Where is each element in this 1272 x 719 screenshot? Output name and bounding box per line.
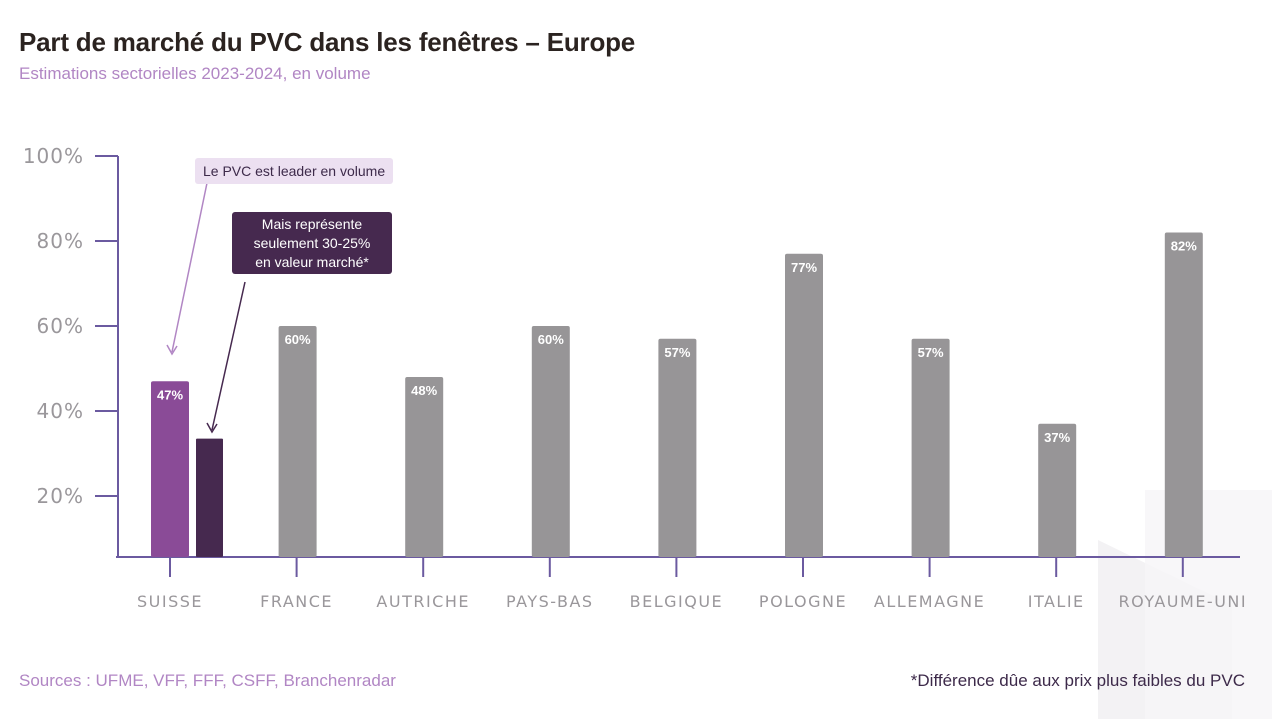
x-tick-label: ALLEMAGNE xyxy=(874,592,985,611)
bar-value-label: 82% xyxy=(1171,239,1197,254)
bar-value-label: 57% xyxy=(918,345,944,360)
x-tick-label: SUISSE xyxy=(137,592,203,611)
annotation-value-line-3: en valeur marché* xyxy=(255,254,369,270)
x-tick-label: FRANCE xyxy=(260,592,333,611)
arrow-volume xyxy=(171,182,208,353)
bar-autriche xyxy=(405,377,444,557)
x-tick-label: ITALIE xyxy=(1028,592,1085,611)
x-tick-label: POLOGNE xyxy=(759,592,847,611)
bar-value-label: 47% xyxy=(157,387,183,402)
bar-value-label: 60% xyxy=(538,332,564,347)
annotation-value-line-1: Mais représente xyxy=(261,216,363,232)
bar-suisse-value xyxy=(196,438,223,557)
chart-title: Part de marché du PVC dans les fenêtres … xyxy=(19,27,636,57)
bar-belgique xyxy=(658,338,697,557)
x-tick-label: BELGIQUE xyxy=(630,592,724,611)
bar-value-label: 37% xyxy=(1044,430,1070,445)
bar-allemagne xyxy=(911,338,950,557)
bar-royaume-uni xyxy=(1164,232,1203,557)
bar-pays-bas xyxy=(531,326,570,557)
y-tick-label: 20% xyxy=(37,484,84,508)
y-tick-label: 100% xyxy=(23,144,84,168)
sources-text: Sources : UFME, VFF, FFF, CSFF, Branchen… xyxy=(19,671,396,690)
bar-pologne xyxy=(785,253,823,557)
annotation-volume: Le PVC est leader en volume xyxy=(195,158,394,184)
y-tick-label: 40% xyxy=(37,399,84,423)
bar-value-label: 77% xyxy=(791,260,817,275)
bar-value-label: 48% xyxy=(411,383,437,398)
chart-subtitle: Estimations sectorielles 2023-2024, en v… xyxy=(19,64,371,83)
footnote-text: *Différence dûe aux prix plus faibles du… xyxy=(910,671,1245,690)
y-tick-label: 60% xyxy=(37,314,84,338)
y-tick-label: 80% xyxy=(37,229,84,253)
bar-value-label: 60% xyxy=(285,332,311,347)
bar-suisse xyxy=(151,381,189,557)
arrowhead-volume xyxy=(166,344,178,356)
bar-italie xyxy=(1038,423,1077,557)
x-tick-label: AUTRICHE xyxy=(376,592,470,611)
annotation-value: Mais représente seulement 30-25% en vale… xyxy=(232,212,392,274)
annotation-value-line-2: seulement 30-25% xyxy=(253,235,371,251)
bar-value-label: 57% xyxy=(664,345,690,360)
bar-france xyxy=(278,326,317,557)
x-tick-label: PAYS-BAS xyxy=(506,592,594,611)
x-tick-label: ROYAUME-UNI xyxy=(1118,592,1247,611)
arrowhead-value xyxy=(206,422,218,434)
arrow-value xyxy=(211,281,246,431)
